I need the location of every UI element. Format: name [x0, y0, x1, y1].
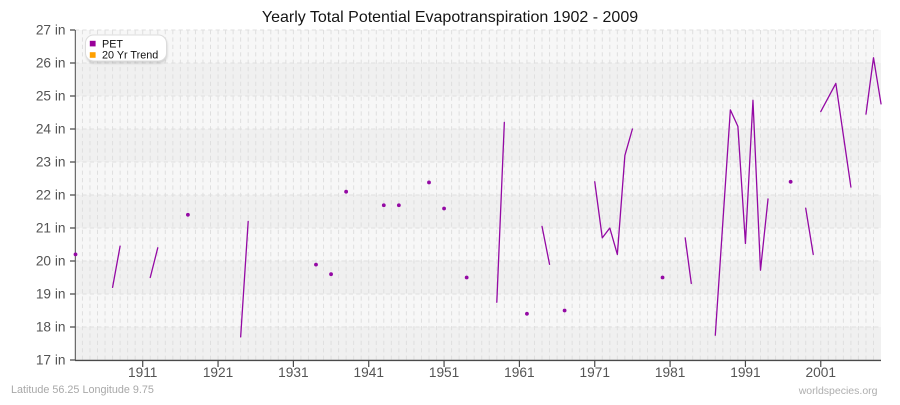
svg-text:1981: 1981 — [655, 365, 685, 380]
svg-text:23 in: 23 in — [36, 155, 66, 170]
svg-text:18 in: 18 in — [36, 320, 66, 335]
svg-text:27 in: 27 in — [36, 23, 66, 38]
svg-text:PET: PET — [102, 38, 123, 50]
svg-text:20 in: 20 in — [36, 254, 66, 269]
svg-text:22 in: 22 in — [36, 188, 66, 203]
svg-text:worldspecies.org: worldspecies.org — [798, 385, 878, 397]
svg-text:26 in: 26 in — [36, 56, 66, 71]
svg-text:21 in: 21 in — [36, 221, 66, 236]
svg-text:2001: 2001 — [806, 365, 836, 380]
svg-text:1941: 1941 — [354, 365, 384, 380]
svg-text:1931: 1931 — [278, 365, 308, 380]
svg-text:Latitude 56.25 Longitude 9.75: Latitude 56.25 Longitude 9.75 — [11, 384, 154, 396]
svg-text:Yearly Total Potential Evapotr: Yearly Total Potential Evapotranspiratio… — [262, 9, 638, 26]
svg-text:1921: 1921 — [203, 365, 233, 380]
svg-text:24 in: 24 in — [36, 122, 66, 137]
svg-text:1971: 1971 — [580, 365, 610, 380]
svg-text:25 in: 25 in — [36, 89, 66, 104]
svg-text:17 in: 17 in — [36, 353, 66, 368]
svg-text:19 in: 19 in — [36, 287, 66, 302]
svg-text:1911: 1911 — [128, 365, 157, 380]
svg-text:1951: 1951 — [429, 365, 459, 380]
svg-text:1961: 1961 — [504, 365, 534, 380]
svg-text:1991: 1991 — [730, 365, 760, 380]
svg-text:20 Yr Trend: 20 Yr Trend — [102, 50, 158, 62]
